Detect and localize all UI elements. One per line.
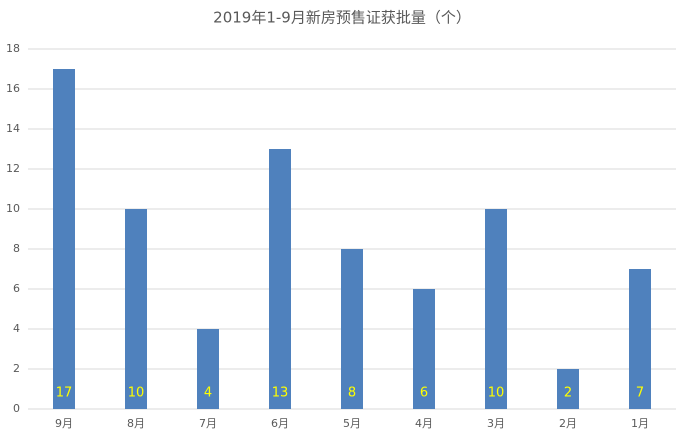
x-tick-label: 3月: [487, 417, 505, 430]
x-tick-label: 1月: [631, 417, 649, 430]
x-tick-label: 8月: [127, 417, 145, 430]
x-tick-label: 2月: [559, 417, 577, 430]
data-label: 17: [56, 386, 73, 401]
y-tick-label: 6: [13, 282, 20, 295]
y-tick-label: 16: [6, 82, 20, 95]
data-label: 2: [564, 386, 572, 401]
y-tick-label: 0: [13, 402, 20, 415]
data-label: 10: [128, 386, 145, 401]
bar: [629, 269, 651, 409]
data-label: 10: [488, 386, 505, 401]
y-tick-label: 8: [13, 242, 20, 255]
x-tick-label: 4月: [415, 417, 433, 430]
bar: [557, 369, 579, 409]
bar: [125, 209, 147, 409]
y-tick-label: 18: [6, 42, 20, 55]
x-tick-label: 9月: [55, 417, 73, 430]
data-label: 8: [348, 386, 356, 401]
data-label: 4: [204, 386, 212, 401]
y-tick-label: 10: [6, 202, 20, 215]
bar: [485, 209, 507, 409]
bar: [341, 249, 363, 409]
bar: [53, 69, 75, 409]
data-label: 6: [420, 386, 428, 401]
y-tick-label: 14: [6, 122, 20, 135]
y-tick-label: 2: [13, 362, 20, 375]
y-tick-label: 4: [13, 322, 20, 335]
x-tick-label: 5月: [343, 417, 361, 430]
bar: [269, 149, 291, 409]
data-label: 13: [272, 386, 289, 401]
x-tick-label: 6月: [271, 417, 289, 430]
bar: [413, 289, 435, 409]
chart-title: 2019年1-9月新房预售证获批量（个）: [213, 9, 471, 27]
data-label: 7: [636, 386, 644, 401]
bar: [197, 329, 219, 409]
x-tick-label: 7月: [199, 417, 217, 430]
y-tick-label: 12: [6, 162, 20, 175]
